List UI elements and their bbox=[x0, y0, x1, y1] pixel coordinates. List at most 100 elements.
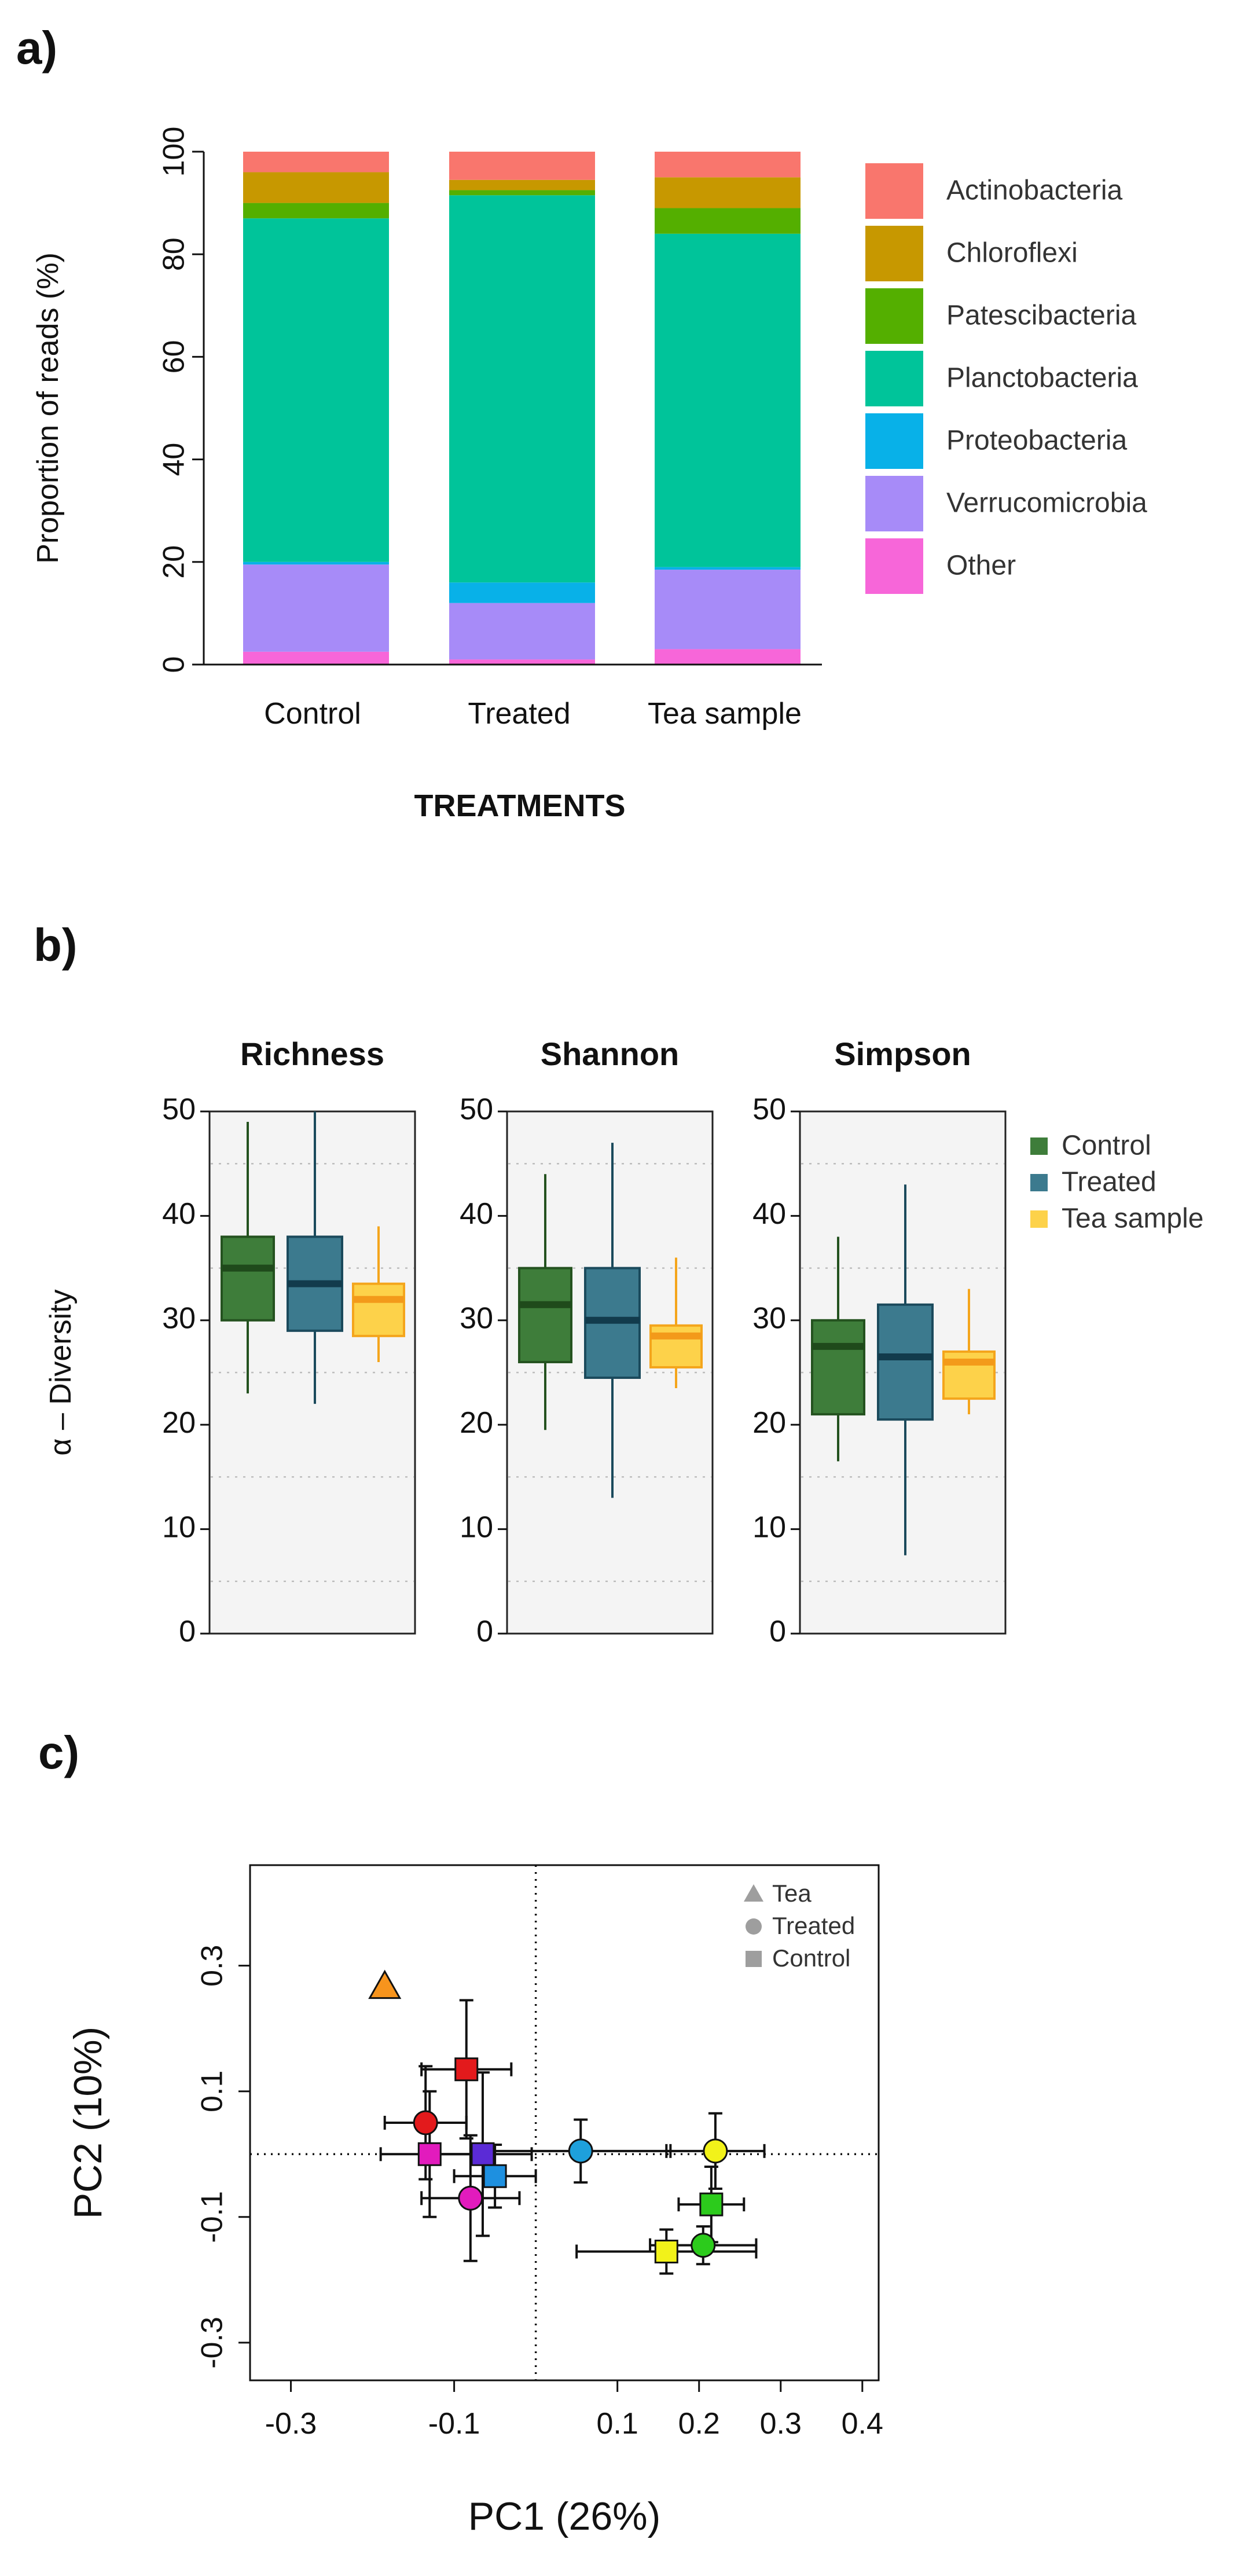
box-body bbox=[518, 1267, 572, 1363]
bar-segment bbox=[655, 567, 801, 570]
y-tick-label: 20 bbox=[752, 1406, 786, 1440]
bar-segment bbox=[449, 659, 595, 665]
data-point-circle bbox=[413, 2110, 438, 2135]
data-point-triangle bbox=[368, 1969, 402, 1999]
x-tick-label: -0.3 bbox=[265, 2407, 317, 2441]
facet-title: Richness bbox=[240, 1036, 384, 1072]
y-tick-label: 0 bbox=[769, 1615, 786, 1649]
legend-label: Treated bbox=[772, 1912, 855, 1939]
y-tick-label: 30 bbox=[752, 1302, 786, 1335]
stacked-bar-chart: 0 20 40 60 80 100 Proportion of reads (%) Contr… bbox=[31, 127, 1147, 823]
x-axis-title: PC1 (26%) bbox=[468, 2494, 661, 2538]
legend-label: Treated bbox=[1062, 1167, 1156, 1198]
y-tick-label: 0 bbox=[157, 656, 191, 673]
bar-segment bbox=[655, 570, 801, 649]
legend-triangle-icon bbox=[744, 1884, 763, 1902]
bar-segment bbox=[243, 152, 389, 173]
bar-segment bbox=[449, 179, 595, 190]
y-tick-label: 30 bbox=[460, 1302, 493, 1335]
y-tick-label: 0.1 bbox=[196, 2071, 229, 2112]
y-tick-label: 0 bbox=[476, 1615, 493, 1649]
y-tick-label: 20 bbox=[157, 545, 191, 579]
y-tick-label: -0.3 bbox=[196, 2317, 229, 2369]
data-point-square bbox=[471, 2142, 495, 2166]
bar-segment bbox=[449, 152, 595, 180]
panel-b-label: b) bbox=[34, 919, 78, 971]
y-tick-label: 30 bbox=[162, 1302, 196, 1335]
bar-segment bbox=[655, 233, 801, 567]
y-tick-label: 50 bbox=[162, 1093, 196, 1126]
x-tick-label: 0.4 bbox=[842, 2407, 883, 2441]
alpha-diversity-boxplot: α – Diversity 0 10 20 30 40 50 Richness 0 10 20 30 4… bbox=[44, 1036, 1203, 1649]
bar-segment bbox=[243, 651, 389, 665]
x-tick-label: 0.2 bbox=[678, 2407, 720, 2441]
x-tick-label: 0.3 bbox=[760, 2407, 802, 2441]
legend-swatch bbox=[865, 226, 923, 281]
y-tick-label: 0 bbox=[179, 1615, 196, 1649]
legend-label: Verrucomicrobia bbox=[946, 488, 1147, 519]
legend-swatch bbox=[865, 351, 923, 406]
bar-segment bbox=[243, 172, 389, 203]
legend-label: Other bbox=[946, 551, 1016, 581]
box-body bbox=[877, 1303, 934, 1421]
y-tick-label: 50 bbox=[460, 1093, 493, 1126]
data-point-square bbox=[417, 2142, 442, 2166]
x-category-label: Tea sample bbox=[648, 697, 802, 731]
facet-panel bbox=[208, 1110, 416, 1635]
data-point-circle bbox=[703, 2138, 728, 2164]
data-point-circle bbox=[691, 2233, 716, 2258]
legend-square-icon bbox=[746, 1951, 762, 1967]
legend-swatch bbox=[865, 288, 923, 344]
legend-label: Chloroflexi bbox=[946, 238, 1078, 269]
y-axis-title: α – Diversity bbox=[44, 1289, 78, 1455]
bar-segment bbox=[449, 603, 595, 660]
bar-segment bbox=[655, 649, 801, 665]
bar-segment bbox=[243, 203, 389, 219]
legend-label: Patescibacteria bbox=[946, 300, 1136, 331]
legend-label: Control bbox=[1062, 1131, 1151, 1161]
facet-title: Shannon bbox=[541, 1036, 680, 1072]
legend-circle-icon bbox=[746, 1918, 762, 1935]
x-category-label: Control bbox=[264, 697, 361, 731]
panel-c-label: c) bbox=[38, 1727, 79, 1778]
y-tick-label: 0.3 bbox=[196, 1945, 229, 1987]
legend-label: Actinobacteria bbox=[946, 175, 1122, 206]
bar-segment bbox=[655, 152, 801, 178]
data-point-square bbox=[654, 2240, 678, 2263]
legend-label: Planctobacteria bbox=[946, 363, 1138, 394]
data-point-circle bbox=[568, 2138, 593, 2164]
box-body bbox=[352, 1282, 405, 1337]
x-category-label: Treated bbox=[468, 697, 570, 731]
legend-label: Proteobacteria bbox=[946, 425, 1127, 456]
bar-segment bbox=[449, 195, 595, 583]
bar-segment bbox=[243, 562, 389, 565]
legend-swatch bbox=[1030, 1137, 1048, 1155]
legend-swatch bbox=[865, 413, 923, 469]
x-axis-title: TREATMENTS bbox=[414, 788, 626, 823]
y-axis-title: PC2 (10%) bbox=[66, 2027, 110, 2219]
y-tick-label: 10 bbox=[162, 1510, 196, 1544]
x-tick-label: 0.1 bbox=[597, 2407, 638, 2441]
y-tick-label: 50 bbox=[752, 1093, 786, 1126]
data-point-square bbox=[699, 2192, 724, 2217]
legend-swatch bbox=[865, 476, 923, 531]
box-body bbox=[649, 1324, 703, 1368]
bar-segment bbox=[243, 218, 389, 562]
pca-scatter-plot: -0.3 -0.1 0.1 0.2 0.3 0.4 -0.3 -0.1 0.1 0.3 PC1 (2… bbox=[66, 1864, 883, 2538]
bar-segment bbox=[449, 190, 595, 196]
legend-label: Tea bbox=[772, 1880, 812, 1907]
box-body bbox=[811, 1319, 865, 1416]
bar-segment bbox=[655, 177, 801, 208]
y-tick-label: 100 bbox=[157, 127, 191, 177]
y-tick-label: -0.1 bbox=[196, 2191, 229, 2243]
x-tick-label: -0.1 bbox=[428, 2407, 480, 2441]
data-point-square bbox=[454, 2057, 479, 2082]
y-tick-label: 10 bbox=[752, 1510, 786, 1544]
y-tick-label: 40 bbox=[460, 1197, 493, 1231]
legend-swatch bbox=[865, 538, 923, 594]
y-tick-label: 80 bbox=[157, 237, 191, 271]
bar-segment bbox=[449, 582, 595, 603]
panel-a-label: a) bbox=[16, 22, 57, 74]
data-point-circle bbox=[458, 2185, 483, 2211]
